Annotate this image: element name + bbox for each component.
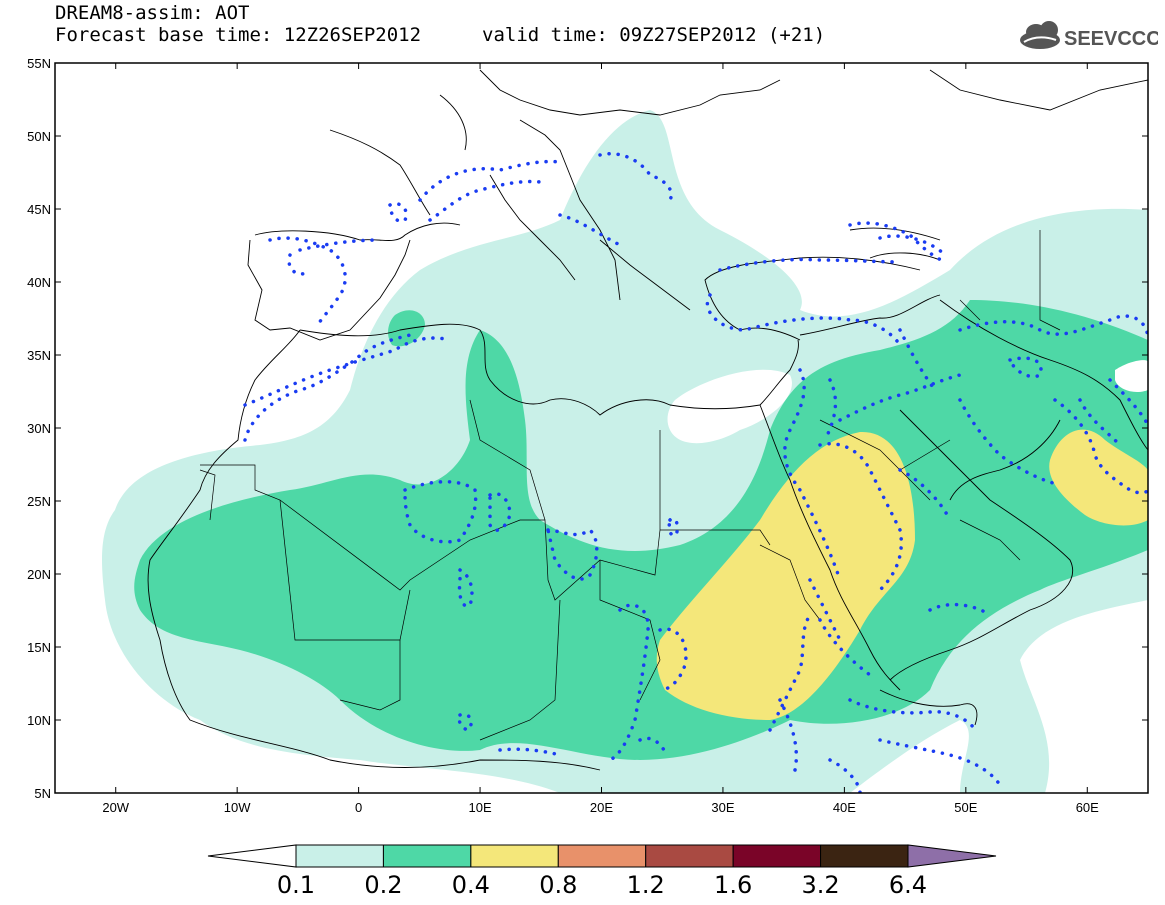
lat-label: 5N <box>34 786 51 801</box>
aot-field-0.4 <box>656 431 915 720</box>
colorbar-swatch <box>732 844 822 868</box>
lat-label: 55N <box>27 56 51 71</box>
lon-label: 30E <box>711 800 734 815</box>
colorbar-label: 0.4 <box>452 871 490 899</box>
title-base-time: Forecast base time: 12Z26SEP2012 <box>55 24 422 46</box>
lat-label: 25N <box>27 494 51 509</box>
lat-label: 10N <box>27 713 51 728</box>
title-valid-time: valid time: 09Z27SEP2012 (+21) <box>482 24 826 46</box>
lon-label: 50E <box>954 800 977 815</box>
aot-fields <box>102 110 1148 793</box>
aot-field-0.2 <box>388 310 425 347</box>
colorbar-label: 0.8 <box>539 871 577 899</box>
colorbar-swatch <box>470 844 559 868</box>
cloud-icon <box>1020 21 1060 49</box>
lon-label: 20E <box>590 800 613 815</box>
colorbar-label: 0.1 <box>277 871 315 899</box>
colorbar-label: 1.6 <box>714 871 752 899</box>
longitude-axis: 20W 10W 0 10E 20E 30E 40E 50E 60E <box>102 63 1099 815</box>
lat-label: 50N <box>27 129 51 144</box>
lat-label: 20N <box>27 567 51 582</box>
coastlines <box>147 69 1148 771</box>
lon-label: 10E <box>468 800 491 815</box>
colorbar-swatch <box>382 844 472 868</box>
seevccc-logo: SEEVCCC <box>1020 21 1158 50</box>
logo-text: SEEVCCC <box>1064 28 1158 50</box>
lon-label: 20W <box>102 800 129 815</box>
aot-field-0.4 <box>1049 429 1148 526</box>
aot-clear-area <box>667 369 792 444</box>
country-borders <box>199 230 1061 741</box>
lon-label: 40E <box>833 800 856 815</box>
lat-label: 30N <box>27 421 51 436</box>
colorbar-swatch <box>557 844 647 868</box>
colorbar-label: 6.4 <box>889 871 927 899</box>
dotted-contours <box>243 152 1148 793</box>
colorbar-swatch <box>295 844 384 868</box>
latitude-axis: 55N 50N 45N 40N 35N 30N 25N 20N 15N 10N 5N <box>27 56 1148 801</box>
title-variable: DREAM8-assim: AOT <box>55 2 250 24</box>
lon-label: 60E <box>1076 800 1099 815</box>
aot-field-0.2 <box>134 300 1148 760</box>
lat-label: 40N <box>27 275 51 290</box>
aot-clear-area <box>1115 360 1148 392</box>
lon-label: 10W <box>224 800 251 815</box>
colorbar-label: 1.2 <box>627 871 665 899</box>
colorbar-swatch <box>645 844 734 868</box>
colorbar: 0.1 0.2 0.4 0.8 1.2 1.6 3.2 6.4 <box>207 844 997 899</box>
colorbar-label: 3.2 <box>801 871 839 899</box>
colorbar-label: 0.2 <box>364 871 402 899</box>
lat-label: 35N <box>27 348 51 363</box>
colorbar-min-arrow <box>207 844 297 868</box>
colorbar-max-arrow <box>907 844 997 868</box>
lat-label: 45N <box>27 202 51 217</box>
lon-label: 0 <box>355 800 362 815</box>
lat-label: 15N <box>27 640 51 655</box>
colorbar-swatch <box>820 844 909 868</box>
